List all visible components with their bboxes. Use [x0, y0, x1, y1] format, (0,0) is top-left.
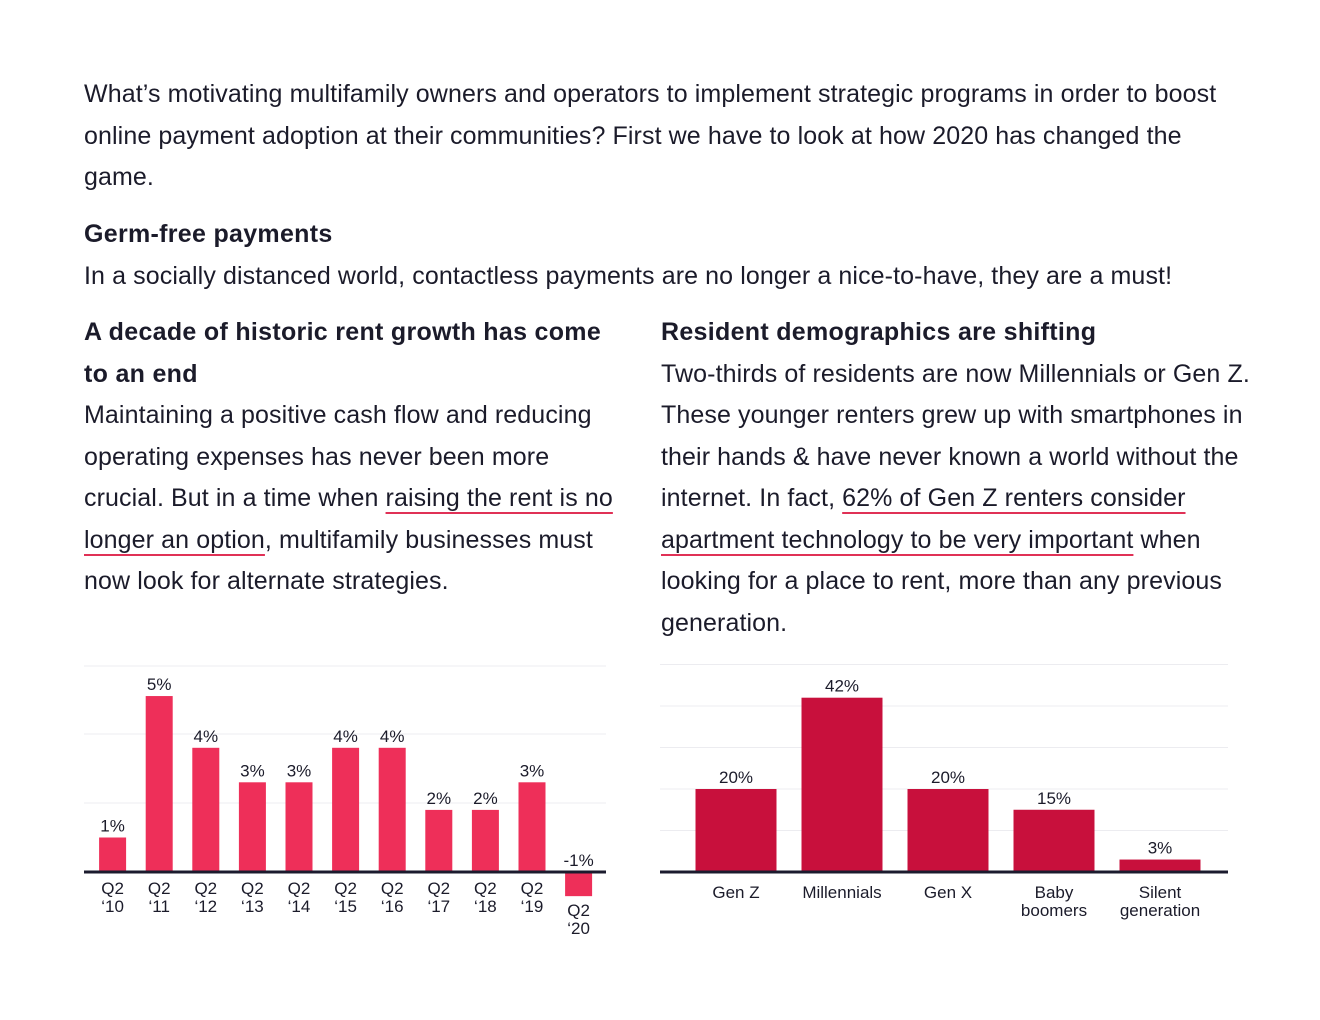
tick-label: Q2 — [194, 879, 217, 898]
tick-label: Q2 — [474, 879, 497, 898]
bar — [192, 747, 220, 872]
rent-growth-section: A decade of historic rent growth has com… — [84, 312, 614, 603]
rent-growth-text: Maintaining a positive cash flow and red… — [84, 395, 614, 603]
tick-label: ‘14 — [288, 897, 311, 916]
bar — [1119, 859, 1201, 872]
tick-label: Q2 — [288, 879, 311, 898]
data-label: 4% — [333, 727, 358, 746]
germ-free-heading: Germ-free payments — [84, 220, 333, 248]
bar — [238, 782, 266, 872]
bar — [801, 697, 883, 872]
bar — [907, 789, 989, 872]
germ-free-text: In a socially distanced world, contactle… — [84, 261, 1173, 290]
bar — [425, 809, 453, 872]
bar — [99, 837, 127, 872]
tick-label: ‘19 — [521, 897, 544, 916]
rent-growth-text-start: Maintaining a positive cash flow and red… — [84, 401, 592, 512]
bar — [378, 747, 406, 872]
bar — [695, 789, 777, 872]
bar — [145, 696, 173, 872]
data-label: 4% — [380, 727, 405, 746]
data-label: 15% — [1037, 789, 1071, 808]
tick-label: ‘15 — [334, 897, 357, 916]
tick-label: ‘18 — [474, 897, 497, 916]
data-label: 1% — [100, 817, 125, 836]
rent-growth-text-end: , multifamily businesses must now look f… — [84, 525, 593, 596]
rent-growth-chart: 1%Q2‘105%Q2‘114%Q2‘123%Q2‘133%Q2‘144%Q2‘… — [84, 665, 606, 938]
bar — [285, 782, 313, 872]
demographics-text-end: when looking for a place to rent, more t… — [661, 525, 1222, 637]
tick-label: generation — [1120, 901, 1200, 920]
demographics-chart: 20% Gen Z 42% Millennials 20% Gen X 15% Babyboo… — [660, 664, 1228, 920]
tick-label: ‘10 — [101, 897, 124, 916]
germ-free-section: Germ-free payments In a socially distanc… — [84, 214, 1284, 297]
rent-option-link[interactable]: raising the rent is no longer an option — [84, 484, 613, 554]
data-label: 2% — [473, 789, 498, 808]
bar — [332, 747, 360, 872]
data-label: 42% — [825, 677, 859, 696]
tick-label: ‘17 — [427, 897, 450, 916]
bar — [471, 809, 499, 872]
data-label: 3% — [287, 761, 312, 780]
tick-label: Q2 — [427, 879, 450, 898]
tick-label: Q2 — [567, 901, 590, 920]
tick-label: Baby — [1035, 883, 1074, 902]
intro-paragraph: What’s motivating multifamily owners and… — [84, 80, 1217, 191]
data-label: -1% — [563, 851, 593, 870]
data-label: 20% — [719, 768, 753, 787]
tick-label: Q2 — [101, 879, 124, 898]
rent-growth-heading: A decade of historic rent growth has com… — [84, 318, 602, 388]
tick-label: ‘20 — [567, 919, 590, 938]
data-label: 3% — [1148, 839, 1173, 858]
tick-label: ‘11 — [148, 897, 169, 916]
data-label: 2% — [427, 789, 452, 808]
tick-label: Q2 — [241, 879, 264, 898]
tick-label: Q2 — [334, 879, 357, 898]
data-label: 5% — [147, 675, 172, 694]
tick-label: ‘12 — [194, 897, 217, 916]
gen-z-technology-link[interactable]: 62% of Gen Z renters consider apartment … — [661, 484, 1186, 554]
data-label: 20% — [931, 768, 965, 787]
tick-label: ‘16 — [381, 897, 404, 916]
demographics-text-start: Two-thirds of residents are now Millenni… — [661, 359, 1250, 513]
tick-label: Gen X — [924, 883, 972, 902]
data-label: 3% — [240, 761, 265, 780]
tick-label: Gen Z — [712, 883, 759, 902]
data-label: 3% — [520, 761, 545, 780]
demographics-text: Two-thirds of residents are now Millenni… — [661, 354, 1261, 645]
tick-label: Q2 — [381, 879, 404, 898]
tick-label: boomers — [1021, 901, 1087, 920]
demographics-heading: Resident demographics are shifting — [661, 318, 1097, 346]
bar — [518, 782, 546, 872]
tick-label: Q2 — [521, 879, 544, 898]
tick-label: ‘13 — [241, 897, 264, 916]
data-label: 4% — [194, 727, 219, 746]
demographics-section: Resident demographics are shifting Two-t… — [661, 312, 1261, 644]
tick-label: Q2 — [148, 879, 171, 898]
bar — [565, 872, 593, 897]
tick-label: Silent — [1139, 883, 1182, 902]
tick-label: Millennials — [802, 883, 881, 902]
bar — [1013, 809, 1095, 872]
